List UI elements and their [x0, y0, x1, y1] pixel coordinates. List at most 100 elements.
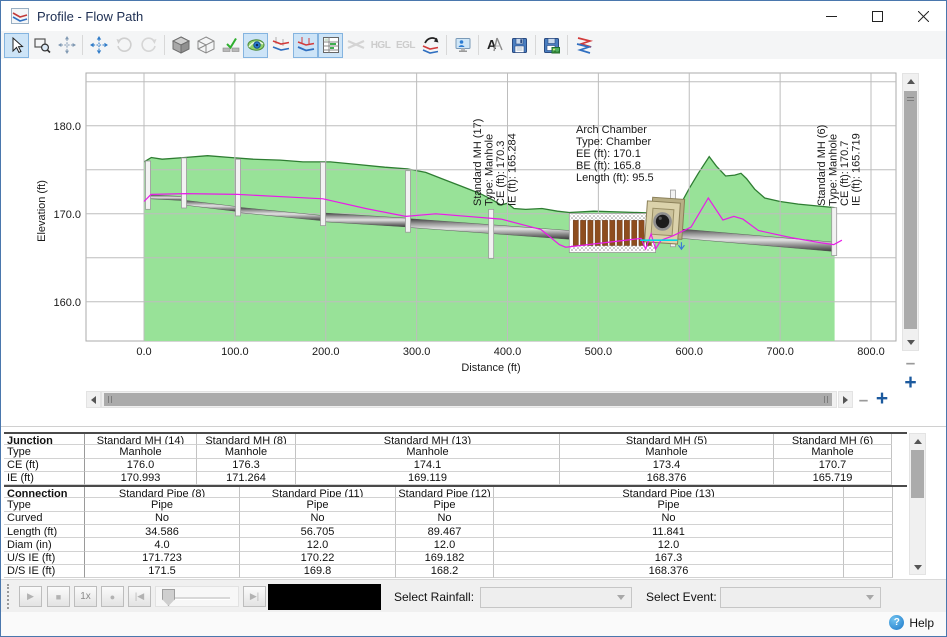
profile-chart-panel[interactable]: Standard MH (17) Type: Manhole CE (ft): 17…	[1, 59, 946, 426]
chamber-outlet-structure	[644, 196, 686, 245]
overview-eye-button[interactable]	[243, 32, 268, 58]
rainfall-select[interactable]	[480, 587, 632, 608]
time-slider-thumb[interactable]	[162, 589, 175, 606]
annotation-text: BE (ft): 165.8	[576, 160, 641, 172]
annotation-text: Type: Manhole	[484, 134, 496, 206]
row-label: Length (ft)	[4, 525, 85, 539]
x-tick-label: 200.0	[312, 346, 340, 358]
table-cell: 170.22	[240, 551, 396, 565]
pan-button[interactable]	[54, 33, 79, 58]
snapshot-button[interactable]	[450, 33, 475, 58]
skip-end-button[interactable]: ▶|	[243, 586, 266, 607]
skip-start-button[interactable]: |◀	[128, 586, 151, 607]
speed-button[interactable]: 1x	[74, 586, 97, 607]
chart-vscroll-thumb[interactable]	[904, 91, 917, 329]
table-cell: Manhole	[774, 445, 892, 459]
wireframe-view-button[interactable]	[193, 33, 218, 58]
close-button[interactable]	[900, 1, 946, 31]
manhole-shaft	[831, 207, 838, 256]
annotate-button[interactable]: A	[482, 33, 507, 58]
junction-name-cell: Standard MH (13)	[296, 434, 560, 446]
minimize-button[interactable]	[808, 1, 854, 31]
table-cell: No	[396, 511, 494, 526]
table-cell: Manhole	[197, 445, 296, 459]
title-bar: Profile - Flow Path	[1, 1, 946, 31]
chart-hscroll-thumb[interactable]	[104, 393, 832, 406]
export-profile-button[interactable]	[418, 33, 443, 58]
maximize-button[interactable]	[854, 1, 900, 31]
table-view-button[interactable]	[318, 32, 343, 58]
connection-name-cell: Standard Pipe (12)	[396, 487, 494, 499]
toolbar-separator	[478, 35, 479, 55]
table-vscroll-up-button[interactable]	[910, 434, 925, 448]
save-button[interactable]	[507, 33, 532, 58]
help-button[interactable]: ? Help	[889, 615, 934, 630]
help-icon: ?	[889, 615, 905, 630]
rotate-ccw-button[interactable]	[111, 33, 136, 58]
manhole-right-annotation: Standard MH (6) Type: Manhole CE (ft): 170…	[816, 125, 863, 206]
table-vscrollbar[interactable]	[909, 433, 926, 575]
rotate-cw-button[interactable]	[136, 33, 161, 58]
help-label: Help	[909, 615, 934, 630]
playback-bar: ▶ ■ 1x ● |◀ ▶| Select Rainfall: Select E…	[1, 579, 946, 612]
chart-hzoom-out-button[interactable]: –	[856, 390, 871, 409]
zoom-extents-button[interactable]	[86, 33, 111, 58]
play-button[interactable]: ▶	[19, 586, 42, 607]
table-cell: 171.723	[85, 551, 240, 565]
save-image-button[interactable]	[539, 33, 564, 58]
row-label: Curved	[4, 511, 85, 526]
hgl-button[interactable]: HGL	[368, 33, 393, 58]
chamber-bedding-bottom	[570, 245, 655, 252]
egl-button[interactable]: EGL	[393, 33, 418, 58]
event-select[interactable]	[720, 587, 881, 608]
x-tick-label: 400.0	[494, 346, 522, 358]
chart-vscroll-down-button[interactable]	[903, 335, 918, 350]
flow-profile-button[interactable]	[571, 33, 596, 58]
table-cell: 173.4	[560, 458, 774, 472]
annotation-text: Standard MH (17)	[472, 119, 484, 206]
table-cell: 174.1	[296, 458, 560, 472]
chart-hscroll-left-button[interactable]	[86, 391, 101, 408]
table-cell: Manhole	[85, 445, 197, 459]
table-cell: Pipe	[396, 498, 494, 512]
solid-view-button[interactable]	[168, 33, 193, 58]
chart-vscroll-up-button[interactable]	[903, 74, 918, 89]
y-axis-title: Elevation (ft)	[36, 180, 48, 242]
long-section-alt-button[interactable]	[293, 32, 318, 58]
annotation-text: Standard MH (6)	[816, 125, 828, 206]
y-tick-label: 170.0	[53, 209, 81, 221]
table-cell: Pipe	[85, 498, 240, 512]
x-tick-label: 700.0	[766, 346, 794, 358]
chamber-arch-bar	[609, 220, 616, 246]
stop-button[interactable]: ■	[47, 586, 70, 607]
chart-vscrollbar[interactable]	[902, 73, 919, 351]
toolbar-drag-handle[interactable]	[7, 584, 12, 609]
chart-hzoom-in-button[interactable]: +	[872, 387, 892, 410]
long-section-button[interactable]	[268, 33, 293, 58]
profile-chart[interactable]: Standard MH (17) Type: Manhole CE (ft): 17…	[1, 59, 946, 426]
annotation-text: CE (ft): 170.3	[495, 141, 507, 206]
table-cell: 171.264	[197, 471, 296, 486]
x-axis-title: Distance (ft)	[461, 362, 520, 374]
chamber-arch-bar	[638, 220, 645, 246]
datum-button[interactable]	[218, 33, 243, 58]
table-vscroll-thumb[interactable]	[911, 450, 924, 498]
chart-vzoom-out-button[interactable]: –	[902, 353, 919, 372]
section-header: Junction	[4, 434, 85, 446]
time-slider[interactable]	[155, 586, 239, 607]
chart-vzoom-in-button[interactable]: +	[902, 371, 919, 394]
table-cell: Manhole	[560, 445, 774, 459]
select-tool-button[interactable]	[4, 32, 29, 58]
chevron-down-icon	[866, 595, 874, 600]
table-cell: 89.467	[396, 525, 494, 539]
table-vscroll-down-button[interactable]	[910, 560, 925, 574]
zoom-window-button[interactable]	[29, 33, 54, 58]
record-button[interactable]: ●	[101, 586, 124, 607]
table-cell	[844, 511, 893, 526]
chart-hscroll-right-button[interactable]	[838, 391, 853, 408]
empty-cell	[844, 487, 893, 499]
svg-text:A: A	[487, 37, 497, 52]
chart-hscrollbar[interactable]	[101, 391, 837, 408]
cross-section-button[interactable]	[343, 33, 368, 58]
